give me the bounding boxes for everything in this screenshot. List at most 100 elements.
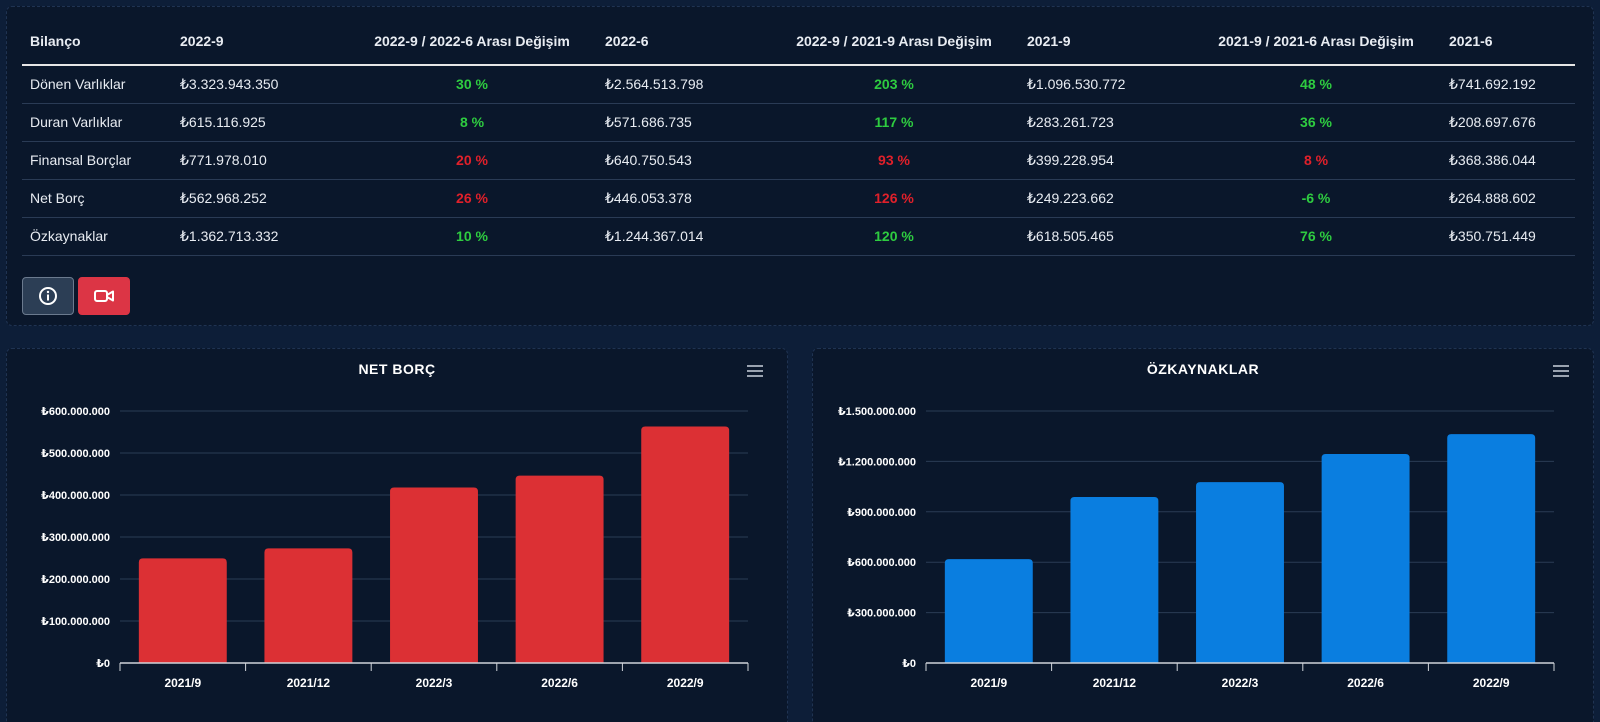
- header-2021-9: 2021-9: [1019, 23, 1191, 66]
- header-change-2022-9-vs-2021-9: 2022-9 / 2021-9 Arası Değişim: [769, 23, 1019, 66]
- value-cell: ₺283.261.723: [1019, 103, 1191, 142]
- change-cell: 20 %: [347, 141, 597, 180]
- ozkaynaklar-bar-chart: ₺0 ₺300.000.000 ₺600.000.000 ₺900.000.000 ₺1…: [838, 406, 1555, 690]
- row-label: Finansal Borçlar: [22, 141, 172, 180]
- y-tick-label: ₺600.000.000: [847, 557, 916, 569]
- value-cell: ₺350.751.449: [1441, 217, 1575, 256]
- x-tick-label: 2022/3: [1222, 676, 1259, 690]
- value-cell: ₺1.244.367.014: [597, 217, 769, 256]
- change-cell: 93 %: [769, 141, 1019, 180]
- value-cell: ₺771.978.010: [172, 141, 347, 180]
- y-tick-label: ₺300.000.000: [41, 532, 110, 544]
- value-cell: ₺618.505.465: [1019, 217, 1191, 256]
- change-cell: 126 %: [769, 179, 1019, 218]
- chart-title: NET BORÇ: [358, 361, 436, 377]
- video-camera-icon: [94, 290, 114, 302]
- x-tick-label: 2022/6: [1347, 676, 1384, 690]
- ozkaynaklar-chart-panel: ÖZKAYNAKLAR ₺0 ₺300.000.000 ₺600.000.000 ₺9…: [812, 348, 1594, 722]
- hamburger-menu-icon[interactable]: [747, 365, 763, 377]
- info-circle-icon: [39, 287, 57, 305]
- y-tick-label: ₺600.000.000: [41, 406, 110, 418]
- row-label: Özkaynaklar: [22, 217, 172, 256]
- y-tick-label: ₺500.000.000: [41, 448, 110, 460]
- value-cell: ₺615.116.925: [172, 103, 347, 142]
- balance-table: Bilanço 2022-9 2022-9 / 2022-6 Arası Değ…: [22, 23, 1575, 256]
- bar: [138, 558, 227, 663]
- value-cell: ₺1.096.530.772: [1019, 65, 1191, 104]
- value-cell: ₺741.692.192: [1441, 65, 1575, 104]
- info-button[interactable]: [22, 277, 74, 315]
- value-cell: ₺3.323.943.350: [172, 65, 347, 104]
- change-cell: 36 %: [1191, 103, 1441, 142]
- change-cell: 8 %: [347, 103, 597, 142]
- balance-table-panel: Bilanço 2022-9 2022-9 / 2022-6 Arası Değ…: [6, 6, 1594, 326]
- table-row: Duran Varlıklar ₺615.116.925 8 % ₺571.68…: [22, 103, 1575, 142]
- x-tick-label: 2022/9: [667, 676, 704, 690]
- value-cell: ₺208.697.676: [1441, 103, 1575, 142]
- table-row: Dönen Varlıklar ₺3.323.943.350 30 % ₺2.5…: [22, 65, 1575, 104]
- x-tick-label: 2022/3: [416, 676, 453, 690]
- x-tick-label: 2021/9: [970, 676, 1007, 690]
- table-row: Finansal Borçlar ₺771.978.010 20 % ₺640.…: [22, 141, 1575, 180]
- change-cell: 117 %: [769, 103, 1019, 142]
- bar: [1196, 482, 1284, 663]
- row-label: Duran Varlıklar: [22, 103, 172, 142]
- change-cell: -6 %: [1191, 179, 1441, 218]
- chart-title: ÖZKAYNAKLAR: [1146, 361, 1260, 377]
- bar: [944, 559, 1033, 663]
- table-row: Özkaynaklar ₺1.362.713.332 10 % ₺1.244.3…: [22, 217, 1575, 256]
- table-row: Net Borç ₺562.968.252 26 % ₺446.053.378 …: [22, 179, 1575, 218]
- change-cell: 76 %: [1191, 217, 1441, 256]
- y-tick-label: ₺0: [96, 658, 110, 670]
- bar: [264, 548, 353, 663]
- change-cell: 8 %: [1191, 141, 1441, 180]
- net-borc-chart-panel: NET BORÇ ₺0 ₺100.000.000 ₺200.000.000 ₺300.…: [6, 348, 788, 722]
- hamburger-menu-icon[interactable]: [1553, 365, 1569, 377]
- bar: [1321, 453, 1410, 663]
- header-2021-6: 2021-6: [1441, 23, 1575, 66]
- change-cell: 30 %: [347, 65, 597, 104]
- y-tick-label: ₺1.200.000.000: [838, 456, 916, 468]
- y-tick-label: ₺300.000.000: [847, 608, 916, 620]
- change-cell: 48 %: [1191, 65, 1441, 104]
- header-change-2022-9-vs-2022-6: 2022-9 / 2022-6 Arası Değişim: [347, 23, 597, 66]
- value-cell: ₺2.564.513.798: [597, 65, 769, 104]
- table-header-row: Bilanço 2022-9 2022-9 / 2022-6 Arası Değ…: [22, 23, 1575, 66]
- bar: [1447, 434, 1536, 663]
- header-bilanco: Bilanço: [22, 23, 172, 66]
- x-tick-label: 2021/12: [1093, 676, 1137, 690]
- net-borc-bar-chart: ₺0 ₺100.000.000 ₺200.000.000 ₺300.000.000 ₺4…: [41, 406, 749, 690]
- header-2022-9: 2022-9: [172, 23, 347, 66]
- row-label: Net Borç: [22, 179, 172, 218]
- value-cell: ₺1.362.713.332: [172, 217, 347, 256]
- header-change-2021-9-vs-2021-6: 2021-9 / 2021-6 Arası Değişim: [1191, 23, 1441, 66]
- header-2022-6: 2022-6: [597, 23, 769, 66]
- change-cell: 26 %: [347, 179, 597, 218]
- value-cell: ₺249.223.662: [1019, 179, 1191, 218]
- change-cell: 203 %: [769, 65, 1019, 104]
- bar: [390, 487, 478, 663]
- x-tick-label: 2021/9: [164, 676, 201, 690]
- row-label: Dönen Varlıklar: [22, 65, 172, 104]
- x-tick-label: 2022/9: [1473, 676, 1510, 690]
- value-cell: ₺446.053.378: [597, 179, 769, 218]
- y-tick-label: ₺400.000.000: [41, 490, 110, 502]
- value-cell: ₺562.968.252: [172, 179, 347, 218]
- y-tick-label: ₺900.000.000: [847, 507, 916, 519]
- y-tick-label: ₺1.500.000.000: [838, 406, 916, 418]
- bar: [1070, 497, 1159, 663]
- value-cell: ₺640.750.543: [597, 141, 769, 180]
- x-tick-label: 2021/12: [287, 676, 331, 690]
- video-button[interactable]: [78, 277, 130, 315]
- change-cell: 120 %: [769, 217, 1019, 256]
- value-cell: ₺368.386.044: [1441, 141, 1575, 180]
- y-tick-label: ₺0: [902, 658, 916, 670]
- value-cell: ₺264.888.602: [1441, 179, 1575, 218]
- value-cell: ₺571.686.735: [597, 103, 769, 142]
- value-cell: ₺399.228.954: [1019, 141, 1191, 180]
- x-tick-label: 2022/6: [541, 676, 578, 690]
- bar: [641, 426, 730, 663]
- change-cell: 10 %: [347, 217, 597, 256]
- y-tick-label: ₺200.000.000: [41, 574, 110, 586]
- bar: [515, 475, 604, 663]
